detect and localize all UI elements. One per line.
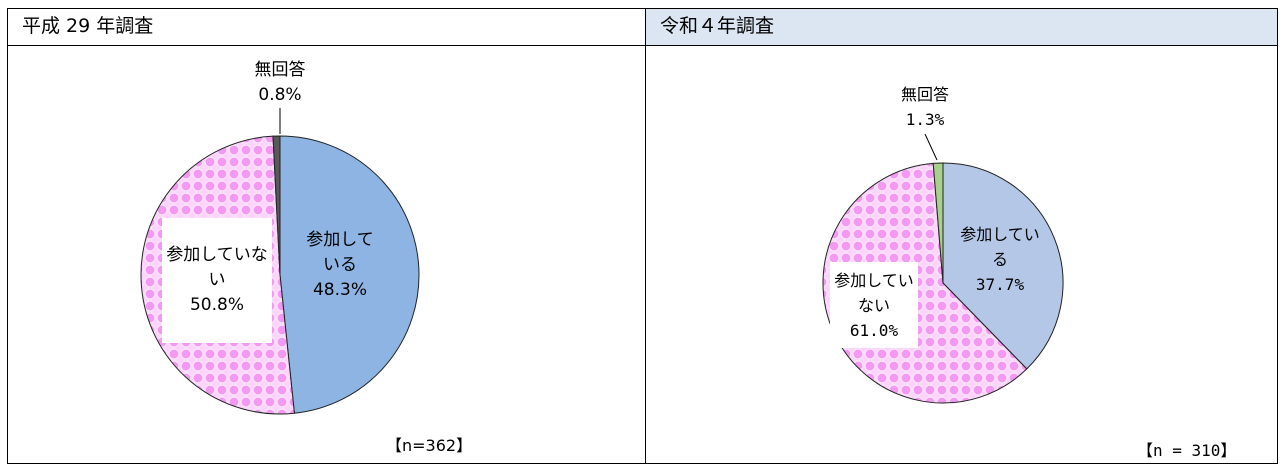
value-label: 50.8% [189,295,244,315]
sample-size: 【n=362】 [386,436,473,455]
pie-slice [932,162,944,284]
pie-slice [279,135,420,414]
category-label: 参加している [960,225,1040,269]
value-label: 61.0% [849,320,899,340]
panel-title: 令和４年調査 [660,15,775,37]
table-border [7,8,1278,464]
leader-line [924,133,938,161]
header-bg [645,8,1278,45]
value-label: 1.3% [905,110,945,129]
slice-label: 無回答 0.8% [230,58,330,108]
category-label: 参加していない [166,245,268,290]
value-label: 48.3% [312,280,367,300]
slice-label: 参加していない 61.0% [830,262,918,348]
pie-slice [942,162,1064,370]
value-label: 0.8% [258,85,302,105]
category-label: 無回答 [900,85,949,104]
slice-label: 無回答 1.3% [875,82,975,132]
value-label: 37.7% [975,275,1025,294]
sample-size: 【n = 310】 [1137,441,1237,460]
pie-slice [272,135,281,276]
slice-label: 参加している 48.3% [300,228,380,303]
category-label: 参加していない [834,270,914,315]
category-label: 参加している [306,230,374,275]
slice-label: 参加していない 50.8% [162,218,272,343]
category-label: 無回答 [254,60,306,80]
panel-title: 平成 29 年調査 [22,15,154,37]
slice-label: 参加している 37.7% [960,222,1040,297]
